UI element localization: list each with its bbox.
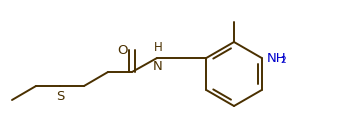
Text: S: S <box>56 90 64 103</box>
Text: NH: NH <box>267 52 286 65</box>
Text: N: N <box>153 60 163 73</box>
Text: H: H <box>154 41 162 54</box>
Text: O: O <box>117 44 127 57</box>
Text: 2: 2 <box>281 56 286 65</box>
